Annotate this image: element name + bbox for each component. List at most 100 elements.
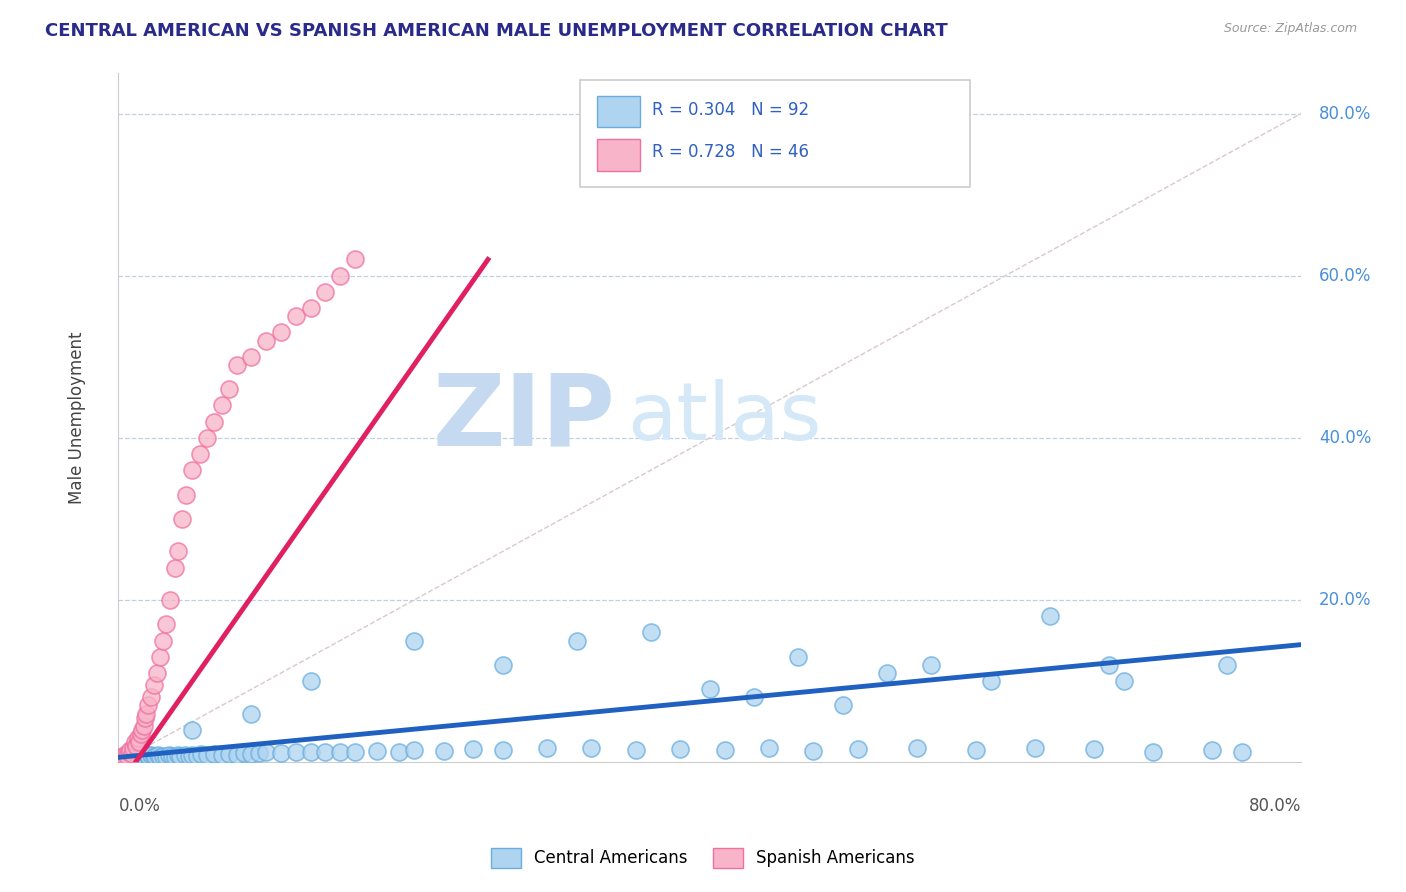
Point [211,747,233,762]
Point [536,741,558,756]
Point [240,706,263,721]
Point [1112,674,1135,689]
Point [121,750,143,764]
Point [138,750,160,764]
Point [787,649,810,664]
Point [121,747,143,761]
Point [314,746,336,760]
Point [284,746,307,760]
Point [181,747,204,762]
Point [1083,742,1105,756]
Text: R = 0.304   N = 92: R = 0.304 N = 92 [652,101,808,119]
Point [136,698,159,713]
Point [831,698,853,713]
Point [166,747,188,762]
Point [111,748,134,763]
Point [402,633,425,648]
Point [186,748,208,763]
Point [188,447,211,461]
Text: 0.0%: 0.0% [118,797,160,814]
Point [225,747,247,762]
Point [299,301,322,315]
Point [128,749,150,764]
Point [127,731,149,745]
Point [270,326,292,340]
Point [108,751,131,765]
Point [139,690,162,705]
Point [146,666,169,681]
Point [114,747,136,761]
Point [131,750,153,764]
Point [148,747,170,762]
Point [110,749,132,764]
Point [965,743,987,757]
Point [136,748,159,763]
Point [314,285,336,299]
Point [742,690,765,705]
Point [120,747,142,761]
Point [1230,746,1253,760]
Point [699,682,721,697]
Point [163,560,186,574]
Point [624,743,647,757]
Text: CENTRAL AMERICAN VS SPANISH AMERICAN MALE UNEMPLOYMENT CORRELATION CHART: CENTRAL AMERICAN VS SPANISH AMERICAN MAL… [45,22,948,40]
Point [117,749,139,764]
Point [195,747,218,762]
Point [190,747,212,761]
Point [112,751,135,765]
Point [905,740,928,755]
Point [640,625,662,640]
Point [254,746,277,760]
Point [366,744,388,758]
Point [669,742,692,756]
Point [492,657,515,672]
Point [343,252,366,267]
Point [169,748,191,763]
Point [127,748,149,763]
Point [388,745,411,759]
Text: 20.0%: 20.0% [1319,591,1371,609]
Point [135,706,157,721]
Point [402,743,425,757]
Point [174,747,197,762]
Point [122,748,145,763]
Point [129,747,152,762]
Point [218,382,240,396]
Point [132,748,155,763]
Point [128,735,150,749]
Point [581,740,603,755]
Point [112,748,135,763]
Point [225,358,247,372]
Point [299,745,322,759]
Text: Male Unemployment: Male Unemployment [67,331,86,504]
Point [247,747,270,761]
Point [204,415,226,429]
Point [1098,657,1121,672]
Point [124,735,146,749]
Legend: Central Americans, Spanish Americans: Central Americans, Spanish Americans [485,841,921,875]
Point [463,742,485,756]
Point [233,747,256,761]
Point [155,617,177,632]
Point [125,750,148,764]
Point [157,747,180,762]
Point [149,749,172,764]
FancyBboxPatch shape [579,80,970,186]
Point [980,674,1002,689]
Point [329,268,352,283]
Point [240,747,263,761]
Point [921,657,943,672]
Point [1024,741,1046,756]
Point [1142,745,1164,759]
Point [1201,743,1223,757]
FancyBboxPatch shape [598,139,640,171]
Point [152,633,174,648]
Text: 80.0%: 80.0% [1249,797,1301,814]
Point [155,749,177,764]
Point [204,747,226,761]
Text: R = 0.728   N = 46: R = 0.728 N = 46 [652,144,808,161]
Point [160,748,183,763]
Point [179,748,201,763]
Point [142,678,165,692]
Point [565,633,588,648]
